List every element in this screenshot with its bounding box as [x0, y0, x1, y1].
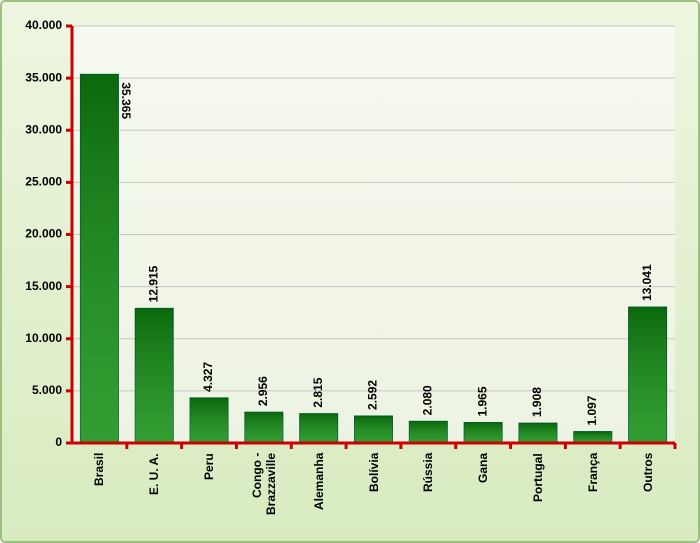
x-tick-label: Outros	[640, 453, 655, 493]
value-label: 1.965	[475, 386, 489, 416]
x-tick-label: Rússia	[421, 453, 436, 493]
bar	[189, 397, 229, 444]
y-tick-label: 5.000	[32, 383, 62, 397]
bar	[244, 411, 284, 444]
bar	[518, 422, 558, 444]
value-label: 1.097	[585, 395, 599, 425]
bar	[79, 73, 119, 444]
bar	[573, 431, 613, 444]
value-label: 13.041	[640, 264, 654, 301]
value-label: 4.327	[201, 362, 215, 392]
x-tick-label: Brasil	[92, 453, 107, 487]
x-tick-label: E. U. A.	[147, 453, 162, 495]
bar	[299, 413, 339, 444]
value-label: 12.915	[146, 265, 160, 302]
value-label: 2.592	[366, 380, 380, 410]
x-tick-label: Bolívia	[366, 453, 381, 493]
value-label: 2.956	[256, 376, 270, 406]
bar	[408, 420, 448, 444]
value-label: 1.908	[530, 387, 544, 417]
x-tick-label: Congo - Brazzaville	[249, 453, 278, 516]
value-label: 2.080	[420, 385, 434, 415]
y-tick-label: 30.000	[25, 122, 62, 136]
x-tick-label: Portugal	[530, 453, 545, 502]
bar	[134, 307, 174, 444]
x-tick-label: França	[585, 453, 600, 493]
y-tick-label: 40.000	[25, 18, 62, 32]
y-tick-label: 10.000	[25, 331, 62, 345]
value-label: 2.815	[311, 377, 325, 407]
x-tick-label: Gana	[476, 453, 491, 484]
y-tick-label: 35.000	[25, 70, 62, 84]
x-tick-label: Alemanha	[311, 453, 326, 511]
y-tick-label: 25.000	[25, 175, 62, 189]
y-tick-label: 20.000	[25, 227, 62, 241]
bar	[463, 422, 503, 444]
bar	[354, 415, 393, 444]
y-tick-label: 15.000	[25, 279, 62, 293]
bar	[628, 306, 668, 444]
x-tick-label: Peru	[202, 453, 217, 480]
value-label: 35.365	[119, 82, 133, 119]
y-tick-label: 0	[55, 435, 62, 449]
